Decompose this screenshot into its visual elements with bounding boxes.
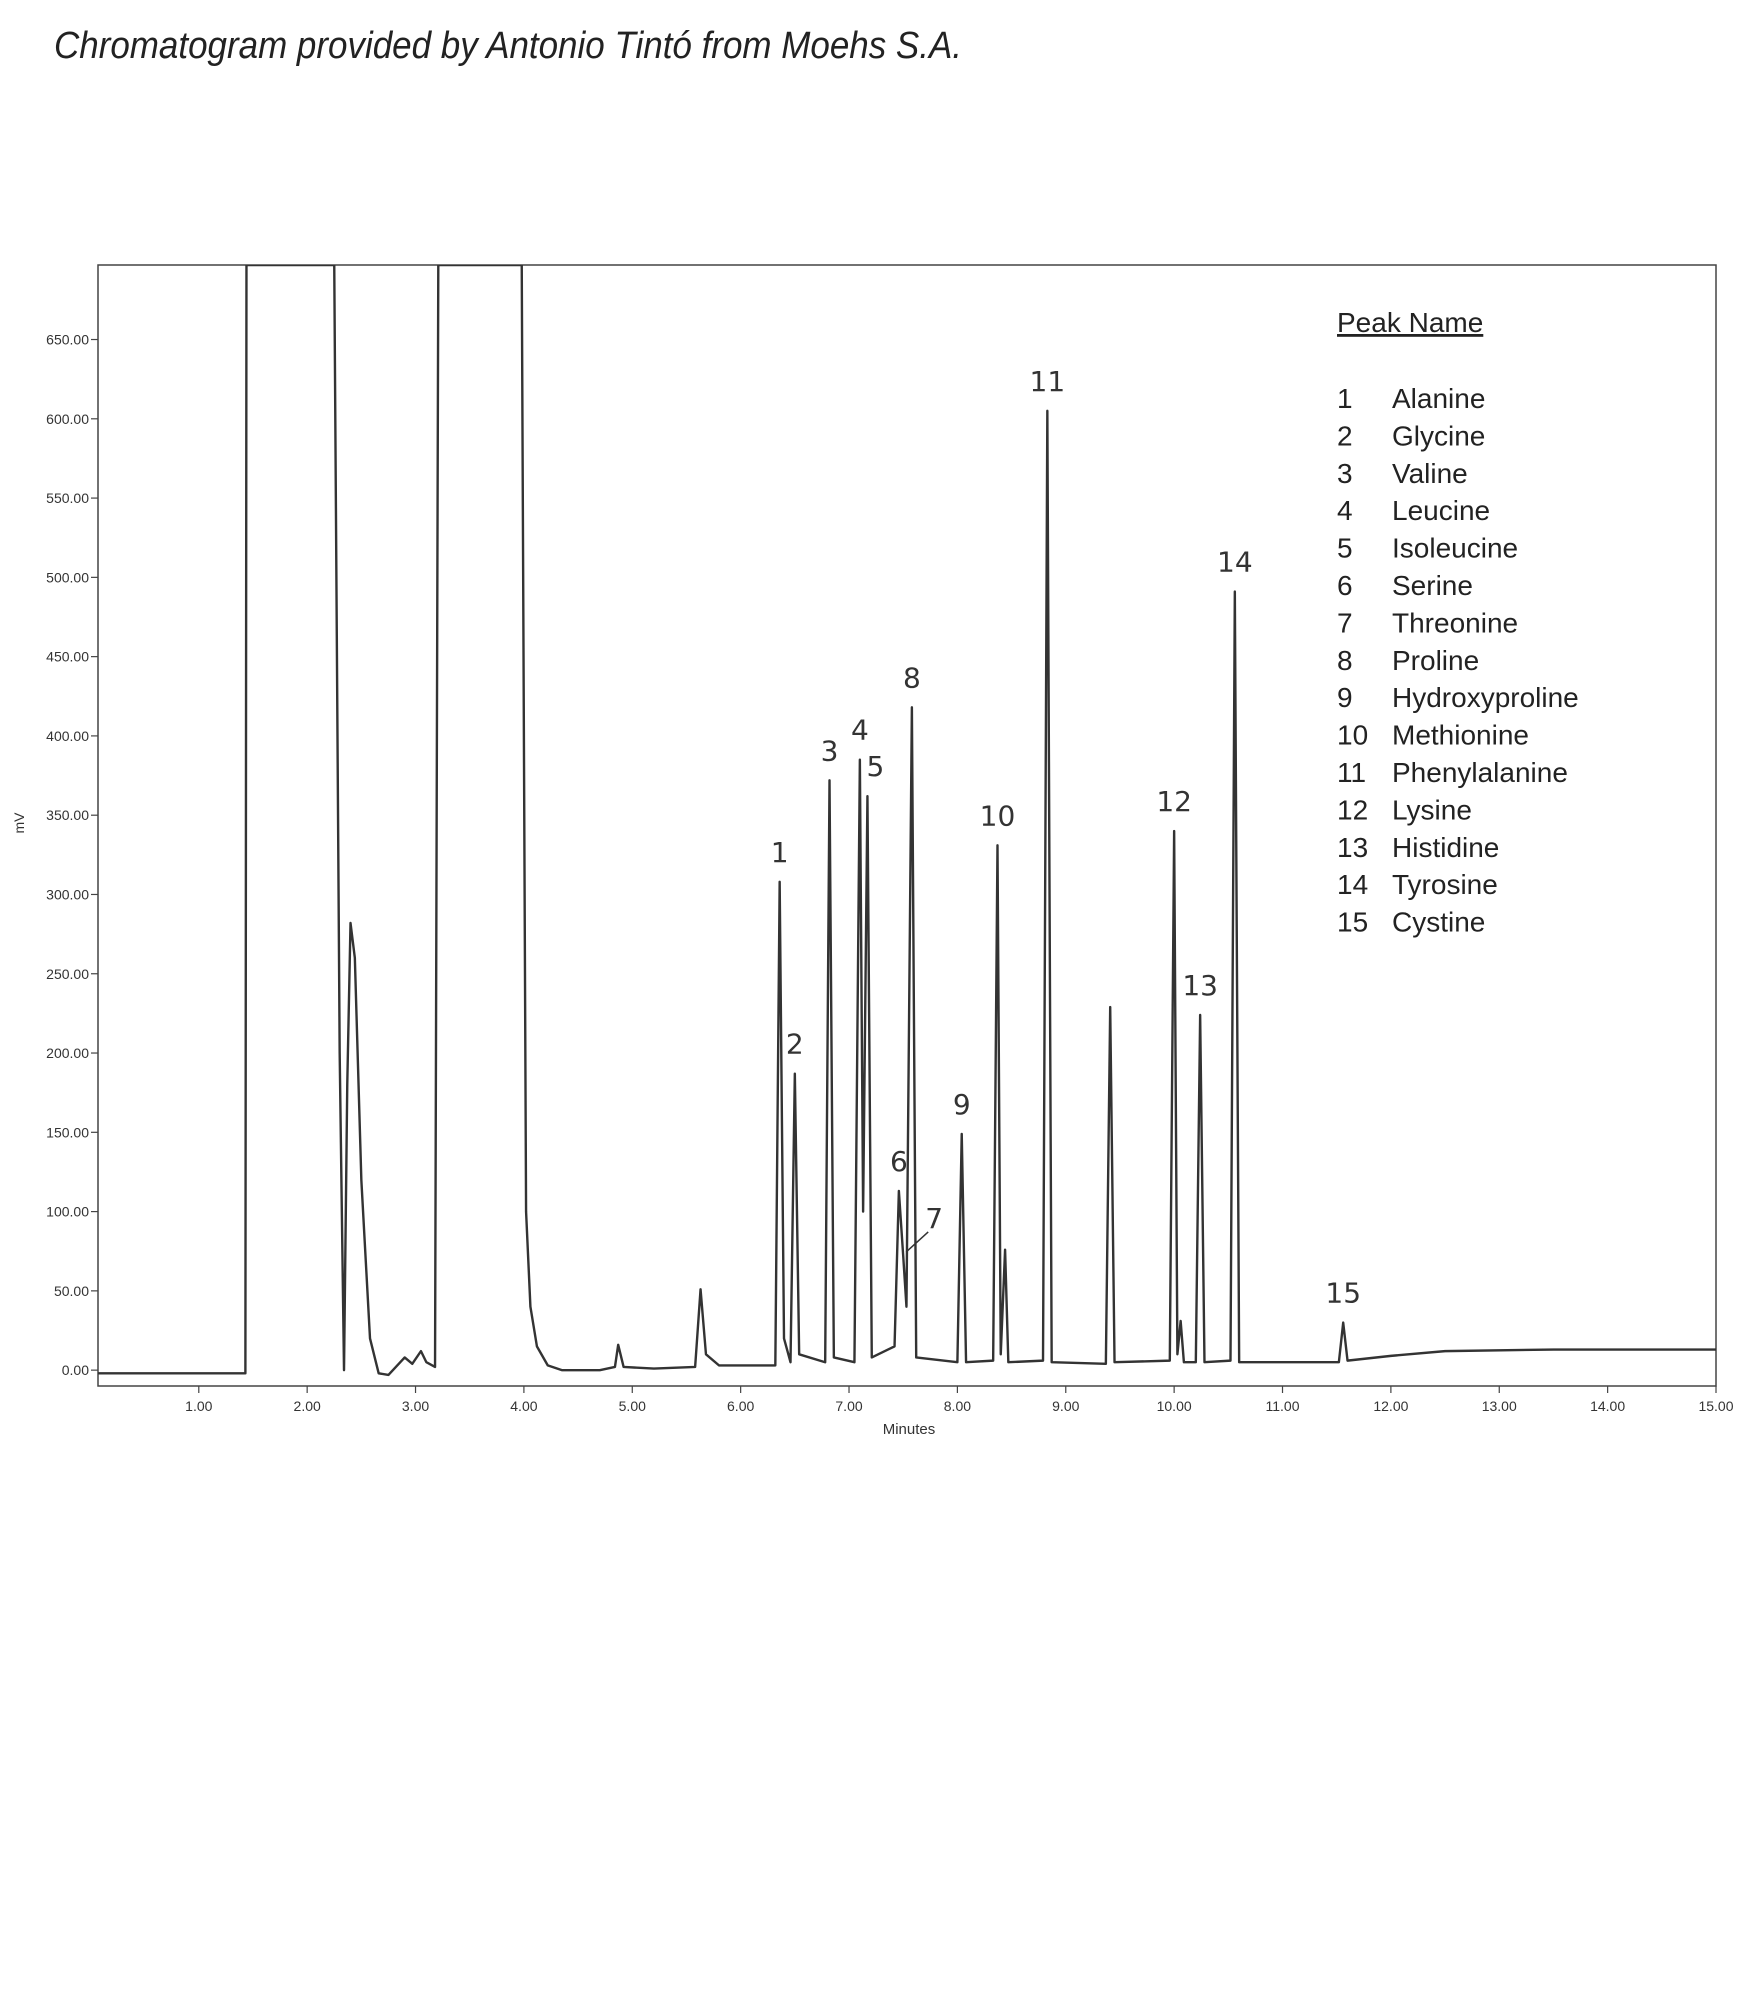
x-tick-label: 8.00 xyxy=(944,1398,971,1414)
x-tick-label: 13.00 xyxy=(1482,1398,1517,1414)
legend-number: 3 xyxy=(1337,458,1353,489)
legend-number: 14 xyxy=(1337,869,1368,900)
x-tick-label: 1.00 xyxy=(185,1398,212,1414)
x-tick-label: 15.00 xyxy=(1698,1398,1733,1414)
peak-label: 6 xyxy=(890,1145,908,1178)
x-tick-label: 5.00 xyxy=(619,1398,646,1414)
plot-frame xyxy=(97,264,1717,1387)
x-tick-label: 9.00 xyxy=(1052,1398,1079,1414)
peak-label: 5 xyxy=(867,750,885,783)
legend-name: Histidine xyxy=(1392,832,1499,863)
legend-name: Threonine xyxy=(1392,607,1518,638)
peak-label: 14 xyxy=(1217,546,1253,579)
peak-label: 3 xyxy=(821,734,839,767)
y-tick-label: 50.00 xyxy=(54,1283,89,1299)
legend-name: Proline xyxy=(1392,645,1479,676)
peak-label: 4 xyxy=(851,714,869,747)
peak-label: 12 xyxy=(1156,785,1192,818)
legend-number: 11 xyxy=(1337,757,1366,788)
legend-number: 2 xyxy=(1337,420,1353,451)
x-tick-label: 11.00 xyxy=(1266,1398,1300,1414)
y-tick-label: 200.00 xyxy=(46,1045,89,1061)
peak-label: 9 xyxy=(953,1088,971,1121)
x-tick-label: 10.00 xyxy=(1157,1398,1192,1414)
legend-name: Methionine xyxy=(1392,720,1529,751)
legend-number: 9 xyxy=(1337,682,1353,713)
legend-name: Hydroxyproline xyxy=(1392,682,1579,713)
x-tick-label: 6.00 xyxy=(727,1398,754,1414)
legend-number: 6 xyxy=(1337,570,1353,601)
y-tick-label: 350.00 xyxy=(46,807,89,823)
x-tick-label: 2.00 xyxy=(294,1398,321,1414)
leader-line xyxy=(905,1231,929,1253)
legend-name: Lysine xyxy=(1392,794,1472,825)
legend-name: Glycine xyxy=(1392,420,1485,451)
x-tick-label: 4.00 xyxy=(510,1398,537,1414)
y-tick-label: 150.00 xyxy=(46,1124,89,1140)
y-tick-label: 0.00 xyxy=(62,1362,89,1378)
peak-label: 15 xyxy=(1325,1277,1361,1310)
peak-label: 10 xyxy=(980,799,1016,832)
y-tick-label: 300.00 xyxy=(46,886,89,902)
y-tick-label: 100.00 xyxy=(46,1204,89,1220)
peak-label: 7 xyxy=(925,1202,943,1235)
legend-number: 5 xyxy=(1337,533,1353,564)
legend-name: Cystine xyxy=(1392,907,1485,938)
x-tick-label: 14.00 xyxy=(1590,1398,1625,1414)
x-tick-label: 7.00 xyxy=(835,1398,862,1414)
peak-label: 2 xyxy=(786,1028,804,1061)
peak-label: 13 xyxy=(1182,969,1218,1002)
x-tick-label: 12.00 xyxy=(1373,1398,1408,1414)
x-axis-label: Minutes xyxy=(883,1421,936,1438)
peak-label: 11 xyxy=(1030,365,1066,398)
legend-name: Phenylalanine xyxy=(1392,757,1568,788)
chart-title: Chromatogram provided by Antonio Tintó f… xyxy=(54,25,962,67)
y-tick-label: 400.00 xyxy=(46,728,89,744)
y-tick-label: 250.00 xyxy=(46,966,89,982)
chromatogram-trace xyxy=(98,265,1716,1377)
legend-name: Valine xyxy=(1392,458,1468,489)
legend-number: 7 xyxy=(1337,607,1353,638)
y-tick-label: 500.00 xyxy=(46,569,89,585)
legend-name: Serine xyxy=(1392,570,1473,601)
legend-number: 4 xyxy=(1337,495,1353,526)
legend-number: 13 xyxy=(1337,832,1368,863)
legend-name: Tyrosine xyxy=(1392,869,1498,900)
y-tick-label: 450.00 xyxy=(46,649,89,665)
legend-number: 10 xyxy=(1337,720,1368,751)
y-axis-label: mV xyxy=(11,812,27,834)
legend-name: Leucine xyxy=(1392,495,1490,526)
legend-name: Isoleucine xyxy=(1392,533,1518,564)
legend-number: 8 xyxy=(1337,645,1353,676)
legend-number: 1 xyxy=(1337,383,1353,414)
legend-title: Peak Name xyxy=(1337,307,1483,338)
x-tick-label: 3.00 xyxy=(402,1398,429,1414)
legend-name: Alanine xyxy=(1392,383,1485,414)
legend-number: 15 xyxy=(1337,907,1368,938)
y-tick-label: 550.00 xyxy=(46,490,89,506)
y-tick-label: 600.00 xyxy=(46,411,89,427)
y-tick-label: 650.00 xyxy=(46,332,89,348)
peak-label: 8 xyxy=(903,661,921,694)
legend-number: 12 xyxy=(1337,794,1368,825)
peak-label: 1 xyxy=(771,836,789,869)
